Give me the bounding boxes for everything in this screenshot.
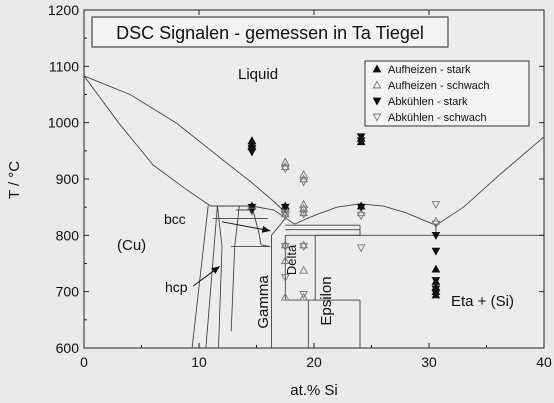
legend-label-abkuehlen-schwach: Abkühlen - schwach	[388, 112, 486, 124]
region-liquid: Liquid	[238, 66, 278, 83]
region-eta-si: Eta + (Si)	[451, 293, 514, 310]
region-cu: (Cu)	[117, 237, 146, 254]
data-point-series-4	[247, 207, 257, 216]
y-axis-label: T / °C	[6, 161, 23, 199]
data-point-series-4	[280, 243, 290, 252]
data-point-series-3	[356, 203, 366, 212]
data-point-series-3	[356, 133, 366, 142]
data-point-series-4	[299, 291, 309, 300]
data-point-series-1	[247, 136, 257, 145]
data-point-series-1	[431, 264, 441, 273]
data-point-series-4	[431, 201, 441, 209]
phase-boundary-line	[261, 244, 271, 248]
data-point-series-4	[356, 244, 366, 253]
chart-title: DSC Signalen - gemessen in Ta Tiegel	[116, 23, 424, 43]
data-point-series-2	[299, 292, 309, 301]
x-axis-label: at.% Si	[290, 382, 338, 399]
annotation-arrow-head	[261, 225, 271, 233]
legend-marker-series-4	[372, 113, 382, 122]
phase-boundary-line	[271, 215, 288, 348]
phase-boundary-line	[83, 75, 290, 216]
data-point-series-4	[299, 178, 309, 187]
data-point-series-4	[280, 165, 290, 174]
phase-boundary-line	[251, 205, 295, 225]
data-point-series-4	[299, 210, 309, 219]
legend-label-aufheizen-schwach: Aufheizen - schwach	[388, 80, 490, 92]
annotation-arrow-line	[221, 221, 271, 232]
legend-marker-series-1	[372, 64, 382, 73]
x-tick-label: 10	[191, 354, 207, 370]
axis-ticks: 0 10 20 30 40 600 700 800 900 1000 1100 1200	[48, 2, 552, 370]
region-delta: Delta	[284, 244, 299, 275]
data-point-series-3	[431, 285, 441, 294]
region-bcc: bcc	[164, 211, 186, 227]
data-points	[247, 133, 441, 301]
phase-boundary-line	[294, 203, 437, 226]
data-point-series-2	[280, 292, 290, 301]
x-tick-label: 30	[421, 354, 437, 370]
data-point-series-2	[280, 256, 290, 265]
legend-marker-series-3	[372, 97, 382, 106]
data-point-series-3	[280, 203, 290, 212]
region-epsilon: Epsilon	[318, 276, 335, 325]
data-point-series-3	[431, 277, 441, 285]
data-point-series-3	[247, 148, 257, 157]
phase-boundary-line	[83, 75, 211, 207]
legend-box	[364, 60, 530, 127]
data-point-series-2	[299, 208, 309, 217]
x-tick-label: 20	[306, 354, 322, 370]
data-point-series-3	[247, 144, 257, 153]
phase-boundary-line	[216, 205, 223, 349]
legend-label-aufheizen-stark: Aufheizen - stark	[388, 64, 471, 76]
data-point-series-2	[299, 240, 309, 249]
y-tick-label: 900	[56, 171, 80, 187]
data-point-series-2	[280, 240, 290, 249]
y-tick-label: 1200	[48, 2, 79, 18]
data-point-series-4	[299, 243, 309, 252]
data-point-series-2	[299, 169, 309, 178]
y-tick-label: 600	[56, 340, 80, 356]
phase-boundary-line	[435, 136, 545, 226]
data-point-series-4	[356, 212, 366, 221]
title-box	[91, 16, 449, 48]
data-point-series-4	[299, 206, 309, 215]
y-tick-label: 800	[56, 227, 80, 243]
phase-boundary-line	[205, 205, 218, 349]
legend-label-abkuehlen-stark: Abkühlen - stark	[388, 96, 468, 108]
y-tick-label: 700	[56, 284, 80, 300]
x-tick-label: 40	[536, 354, 552, 370]
legend-marker-series-2	[372, 80, 382, 89]
x-tick-label: 0	[80, 354, 88, 370]
data-point-series-3	[247, 203, 257, 212]
data-point-series-4	[280, 212, 290, 221]
legend: Aufheizen - stark Aufheizen - schwach Ab…	[364, 60, 530, 127]
data-point-series-4	[280, 274, 290, 283]
data-point-series-3	[431, 232, 441, 240]
annotation-arrow-head	[211, 266, 220, 274]
data-point-series-3	[356, 137, 366, 146]
y-tick-label: 1100	[49, 58, 79, 74]
data-point-series-2	[299, 265, 309, 274]
region-gamma: Gamma	[255, 275, 272, 329]
data-point-series-2	[280, 157, 290, 166]
data-point-series-4	[431, 220, 441, 229]
legend-markers	[372, 64, 382, 122]
region-hcp: hcp	[165, 279, 188, 295]
y-tick-label: 1000	[48, 115, 79, 131]
phase-boundary-line	[191, 205, 209, 349]
data-point-series-3	[431, 290, 441, 298]
phase-boundary-line	[251, 205, 262, 245]
data-point-series-3	[431, 247, 441, 256]
